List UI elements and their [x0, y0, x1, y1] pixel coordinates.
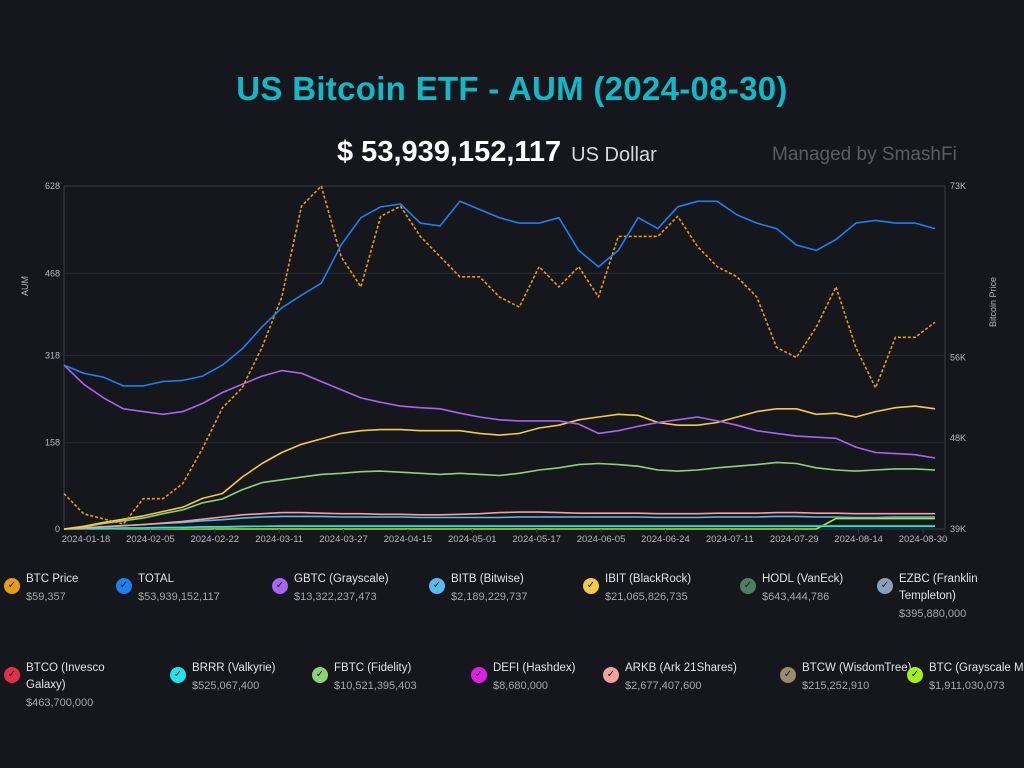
check-icon[interactable]: ✓ — [471, 667, 487, 683]
legend-label: IBIT (BlackRock) — [605, 573, 692, 585]
legend-value: $643,444,786 — [762, 591, 830, 603]
check-icon[interactable]: ✓ — [272, 578, 288, 594]
legend-label: ARKB (Ark 21Shares) — [625, 662, 737, 674]
y2-tick-label: 48K — [950, 433, 966, 443]
check-icon[interactable]: ✓ — [780, 667, 796, 683]
legend-label: HODL (VanEck) — [762, 573, 844, 585]
x-tick-label: 2024-02-22 — [190, 534, 239, 545]
series-line-btc-grayscale-mini[interactable] — [64, 517, 935, 530]
check-icon[interactable]: ✓ — [4, 578, 20, 594]
y-tick-label: 158 — [45, 438, 60, 448]
legend-label: BTCO (Invesco Galaxy) — [26, 662, 105, 691]
plot-area — [63, 185, 946, 530]
series-line-gbtc-grayscale[interactable] — [63, 364, 936, 459]
legend-label: BTCW (WisdomTree) — [802, 662, 912, 674]
check-icon[interactable]: ✓ — [583, 578, 599, 594]
legend-label: EZBC (Franklin Templeton) — [899, 573, 978, 602]
legend-value: $8,680,000 — [493, 680, 549, 692]
y2-tick-label: 39K — [950, 524, 966, 534]
x-tick-label: 2024-07-11 — [706, 534, 754, 545]
legend-label: TOTAL — [138, 573, 174, 585]
x-tick-label: 2024-02-05 — [126, 534, 175, 545]
x-tick-label: 2024-04-15 — [384, 534, 433, 545]
check-icon[interactable]: ✓ — [116, 578, 132, 594]
check-icon[interactable]: ✓ — [877, 578, 893, 594]
y2-axis-label: Bitcoin Price — [988, 277, 998, 327]
series-line-btc-price[interactable] — [63, 185, 936, 525]
x-axis-ticks: 2024-01-18 2024-02-05 2024-02-22 2024-03-11… — [62, 529, 948, 545]
legend-label: BTC (Grayscale Mini) — [929, 662, 1024, 674]
legend-label: GBTC (Grayscale) — [294, 573, 389, 585]
x-tick-label: 2024-01-18 — [62, 534, 111, 545]
y2-tick-label: 73K — [950, 181, 966, 191]
legend-value: $1,911,030,073 — [929, 680, 1005, 692]
series-lines — [63, 185, 936, 530]
check-icon[interactable]: ✓ — [740, 578, 756, 594]
x-tick-label: 2024-08-14 — [834, 534, 883, 545]
legend-label: BTC Price — [26, 573, 79, 585]
legend-value: $21,065,826,735 — [605, 591, 688, 603]
series-line-total[interactable] — [63, 200, 936, 387]
x-tick-label: 2024-03-27 — [319, 534, 368, 545]
x-tick-label: 2024-05-17 — [512, 534, 561, 545]
total-aum-unit: US Dollar — [571, 144, 657, 166]
x-tick-label: 2024-05-01 — [448, 534, 497, 545]
y-tick-label: 318 — [45, 350, 60, 360]
check-icon[interactable]: ✓ — [907, 667, 923, 683]
check-icon[interactable]: ✓ — [4, 667, 20, 683]
legend-label: FBTC (Fidelity) — [334, 662, 412, 674]
y2-tick-label: 56K — [950, 353, 966, 363]
y-axis-ticks: 0 158 318 468 628 — [45, 181, 60, 534]
legend-value: $59,357 — [26, 591, 66, 603]
series-line-brrr-valkyrie[interactable] — [63, 525, 935, 530]
x-tick-label: 2024-03-11 — [255, 534, 303, 545]
legend-value: $525,067,400 — [192, 680, 260, 692]
x-tick-label: 2024-08-30 — [899, 534, 948, 545]
y2-axis-ticks: 39K 48K 56K 73K — [950, 181, 966, 534]
total-summary: $ 53,939,152,117 US Dollar — [337, 136, 657, 169]
y-tick-label: 0 — [55, 524, 60, 534]
legend-label: BRRR (Valkyrie) — [192, 662, 276, 674]
legend-value: $215,252,910 — [802, 680, 870, 692]
managed-by-watermark: Managed by SmashFi — [772, 144, 957, 165]
check-icon[interactable]: ✓ — [603, 667, 619, 683]
legend-value: $10,521,395,403 — [334, 680, 417, 692]
legend-value: $463,700,000 — [26, 697, 94, 709]
y-tick-label: 628 — [45, 181, 60, 191]
check-icon[interactable]: ✓ — [429, 578, 445, 594]
legend-value: $2,677,407,600 — [625, 680, 702, 692]
series-line-fbtc-fidelity[interactable] — [63, 461, 936, 530]
legend-label: DEFI (Hashdex) — [493, 662, 576, 674]
legend-value: $13,322,237,473 — [294, 591, 377, 603]
legend-label: BITB (Bitwise) — [451, 573, 524, 585]
legend: ✓ BTC Price $59,357 ✓ TOTAL $53,939,152,117 ✓ G… — [0, 565, 1024, 765]
chart-title: US Bitcoin ETF - AUM (2024-08-30) — [236, 70, 788, 107]
x-tick-label: 2024-06-05 — [577, 534, 626, 545]
check-icon[interactable]: ✓ — [312, 667, 328, 683]
x-tick-label: 2024-06-24 — [641, 534, 690, 545]
series-line-bitb-bitwise[interactable] — [63, 515, 935, 530]
legend-value: $395,880,000 — [899, 608, 967, 620]
y-axis-label: AUM — [20, 276, 30, 296]
series-line-ibit-blackrock[interactable] — [63, 405, 936, 530]
legend-value: $2,189,229,737 — [451, 591, 528, 603]
series-line-arkb-ark-21shares[interactable] — [63, 511, 935, 530]
x-tick-label: 2024-07-29 — [770, 534, 819, 545]
check-icon[interactable]: ✓ — [170, 667, 186, 683]
legend-value: $53,939,152,117 — [138, 591, 220, 603]
total-aum-value: $ 53,939,152,117 — [337, 136, 562, 168]
y-tick-label: 468 — [45, 268, 60, 278]
